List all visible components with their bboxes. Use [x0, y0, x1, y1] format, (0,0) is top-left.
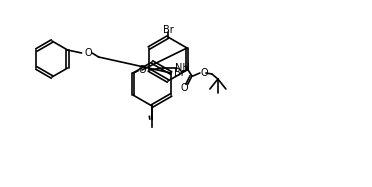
Text: O: O — [180, 83, 188, 93]
Text: O: O — [200, 68, 208, 78]
Text: Br: Br — [163, 25, 173, 35]
Text: O: O — [85, 48, 92, 58]
Text: O: O — [138, 65, 146, 75]
Text: NH: NH — [174, 63, 189, 73]
Text: Br: Br — [174, 68, 185, 78]
